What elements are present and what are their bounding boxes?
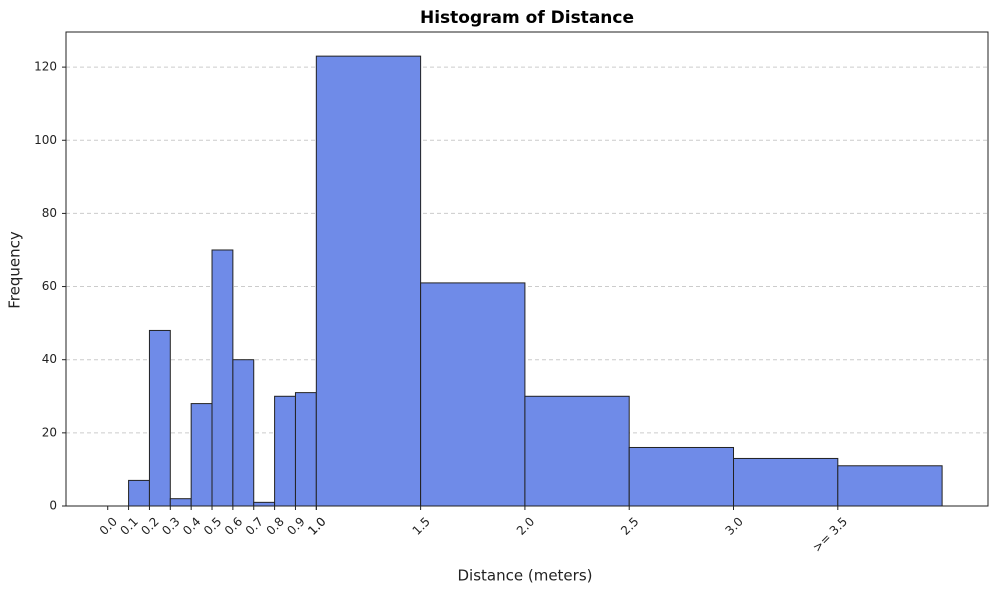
y-tick-label: 60 [42, 279, 57, 293]
y-tick-label: 20 [42, 425, 57, 439]
bar [294, 392, 317, 507]
x-tick-label: 3.0 [722, 514, 745, 537]
y-tick-label: 100 [34, 133, 57, 147]
y-tick-label: 120 [34, 60, 57, 74]
bar [190, 403, 213, 507]
x-tick-label: 0.8 [264, 514, 287, 537]
x-tick-label: 2.0 [514, 514, 537, 537]
plot-frame [65, 31, 989, 507]
bar [128, 479, 150, 507]
x-tick-label: 0.2 [138, 514, 161, 537]
bar [524, 395, 630, 507]
bar [211, 249, 234, 507]
bar [148, 329, 171, 507]
x-tick-label: 0.3 [159, 514, 182, 537]
x-tick-label: 1.0 [305, 514, 328, 537]
x-tick-label: 0.0 [97, 514, 120, 537]
bar [315, 55, 422, 507]
bar [274, 395, 296, 507]
bar [253, 501, 276, 507]
chart-title: Histogram of Distance [420, 8, 634, 28]
bar [169, 498, 192, 507]
x-tick-label: 0.9 [284, 514, 307, 537]
x-tick-label: 0.4 [180, 514, 203, 537]
x-axis-label: Distance (meters) [458, 567, 593, 585]
bar [837, 465, 943, 507]
bar [420, 282, 526, 507]
x-tick-label: 0.7 [243, 514, 266, 537]
y-tick-label: 0 [49, 499, 57, 513]
x-tick-label: >= 3.5 [810, 514, 850, 554]
x-tick-label: 0.1 [118, 514, 141, 537]
x-tick-label: 1.5 [410, 514, 433, 537]
bar [628, 446, 735, 507]
x-tick-label: 0.5 [201, 514, 224, 537]
bar [232, 359, 255, 507]
x-tick-label: 0.6 [222, 514, 245, 537]
x-tick-label: 2.5 [618, 514, 641, 537]
y-tick-label: 40 [42, 352, 57, 366]
bar [733, 457, 839, 507]
y-axis-label: Frequency [6, 231, 24, 309]
y-tick-label: 80 [42, 206, 57, 220]
